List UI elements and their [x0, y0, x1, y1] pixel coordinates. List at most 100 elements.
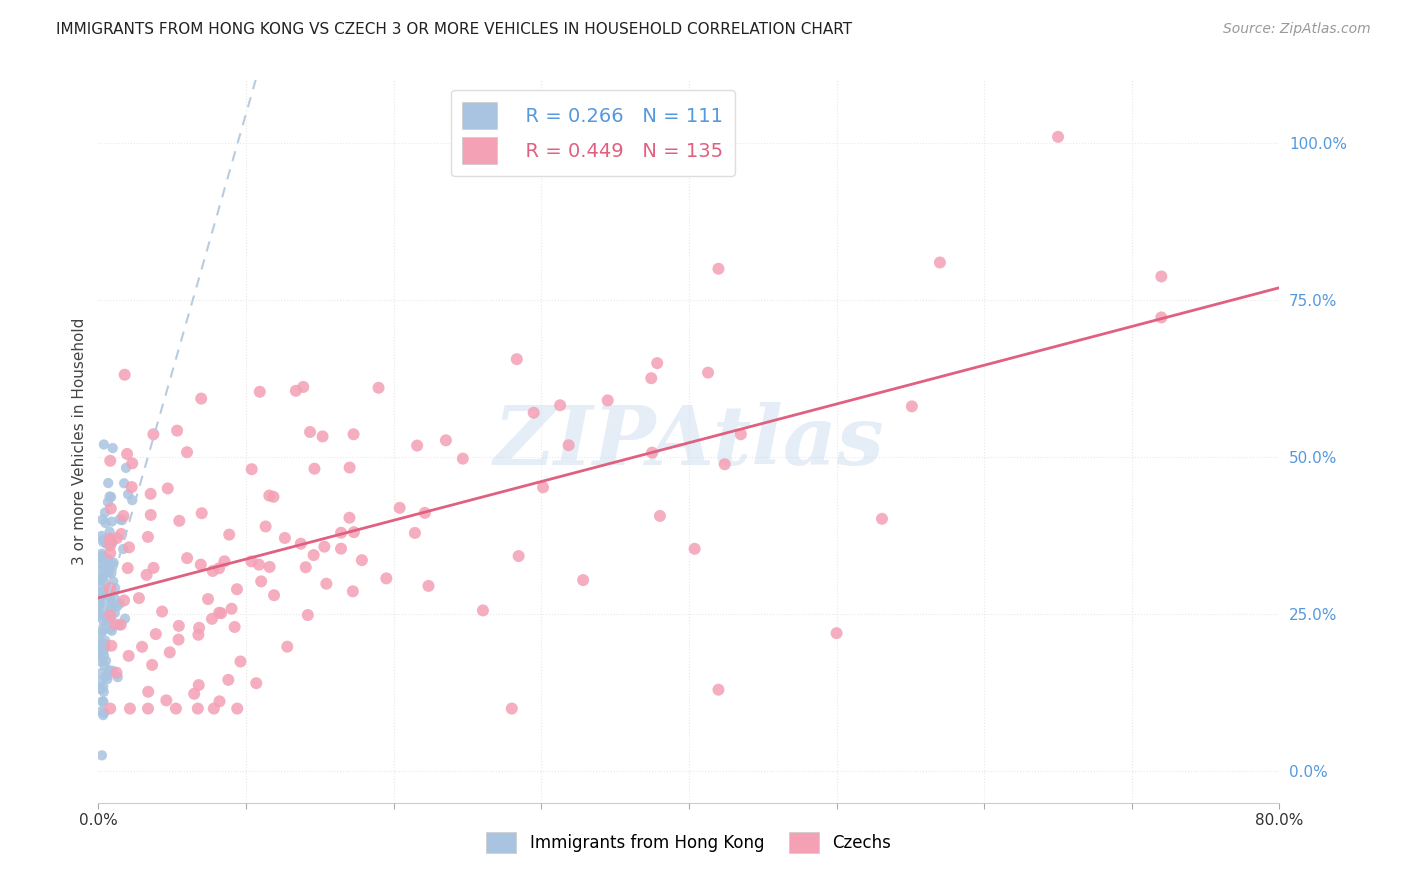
Point: [221, 601, 243, 615]
Point: [98, 701, 121, 715]
Point: [131, 640, 153, 654]
Point: [114, 368, 136, 382]
Point: [929, 255, 952, 269]
Point: [648, 508, 671, 523]
Point: [96, 607, 118, 621]
Point: [98, 663, 121, 677]
Point: [91, 549, 114, 564]
Point: [284, 384, 307, 398]
Point: [217, 673, 239, 687]
Point: [89, 634, 111, 648]
Point: [292, 380, 315, 394]
Point: [98, 546, 121, 560]
Point: [208, 694, 231, 708]
Point: [112, 508, 135, 523]
Point: [100, 515, 122, 529]
Point: [90, 748, 112, 763]
Point: [311, 429, 333, 443]
Point: [90, 547, 112, 561]
Point: [302, 548, 325, 562]
Point: [101, 535, 124, 549]
Point: [117, 648, 139, 663]
Point: [97, 476, 120, 491]
Point: [91, 535, 114, 549]
Point: [1150, 310, 1173, 325]
Point: [342, 584, 364, 599]
Point: [406, 439, 429, 453]
Point: [314, 540, 336, 554]
Point: [98, 608, 121, 623]
Point: [90, 625, 112, 640]
Point: [101, 441, 124, 455]
Point: [413, 506, 436, 520]
Point: [98, 532, 121, 546]
Point: [226, 582, 249, 597]
Point: [87, 585, 110, 599]
Point: [94, 506, 117, 520]
Point: [90, 704, 112, 718]
Point: [118, 541, 141, 555]
Point: [93, 614, 115, 628]
Point: [112, 476, 135, 491]
Point: [197, 592, 219, 607]
Point: [97, 552, 120, 566]
Point: [87, 606, 110, 620]
Point: [89, 591, 111, 606]
Point: [142, 427, 165, 442]
Point: [94, 516, 117, 530]
Point: [128, 591, 150, 606]
Point: [707, 682, 730, 697]
Point: [91, 644, 114, 658]
Point: [290, 537, 312, 551]
Point: [110, 617, 132, 632]
Point: [315, 576, 337, 591]
Point: [98, 582, 121, 596]
Point: [105, 531, 128, 545]
Point: [418, 579, 440, 593]
Point: [98, 589, 121, 603]
Point: [91, 549, 114, 563]
Point: [100, 597, 122, 611]
Point: [93, 533, 115, 547]
Point: [100, 490, 122, 504]
Point: [115, 461, 138, 475]
Point: [156, 482, 179, 496]
Point: [98, 591, 121, 606]
Point: [87, 641, 110, 656]
Point: [169, 514, 191, 528]
Point: [89, 648, 111, 663]
Point: [94, 654, 117, 668]
Point: [89, 674, 111, 689]
Point: [531, 480, 554, 494]
Point: [145, 627, 167, 641]
Point: [730, 427, 752, 442]
Point: [91, 512, 114, 526]
Point: [89, 595, 111, 609]
Point: [91, 694, 114, 708]
Point: [121, 480, 143, 494]
Point: [89, 609, 111, 624]
Point: [98, 490, 121, 504]
Point: [108, 512, 131, 526]
Point: [259, 560, 281, 574]
Point: [93, 643, 115, 657]
Point: [115, 447, 138, 461]
Point: [96, 566, 118, 580]
Point: [142, 561, 165, 575]
Point: [276, 640, 298, 654]
Legend: Immigrants from Hong Kong, Czechs: Immigrants from Hong Kong, Czechs: [479, 826, 898, 860]
Point: [208, 561, 231, 575]
Point: [176, 551, 198, 566]
Point: [103, 591, 125, 605]
Point: [121, 456, 143, 470]
Point: [166, 424, 188, 438]
Point: [89, 606, 111, 620]
Point: [87, 556, 110, 570]
Point: [108, 597, 131, 611]
Point: [91, 624, 114, 639]
Point: [330, 541, 353, 556]
Point: [90, 572, 112, 586]
Point: [118, 701, 141, 715]
Point: [350, 553, 373, 567]
Point: [96, 672, 118, 686]
